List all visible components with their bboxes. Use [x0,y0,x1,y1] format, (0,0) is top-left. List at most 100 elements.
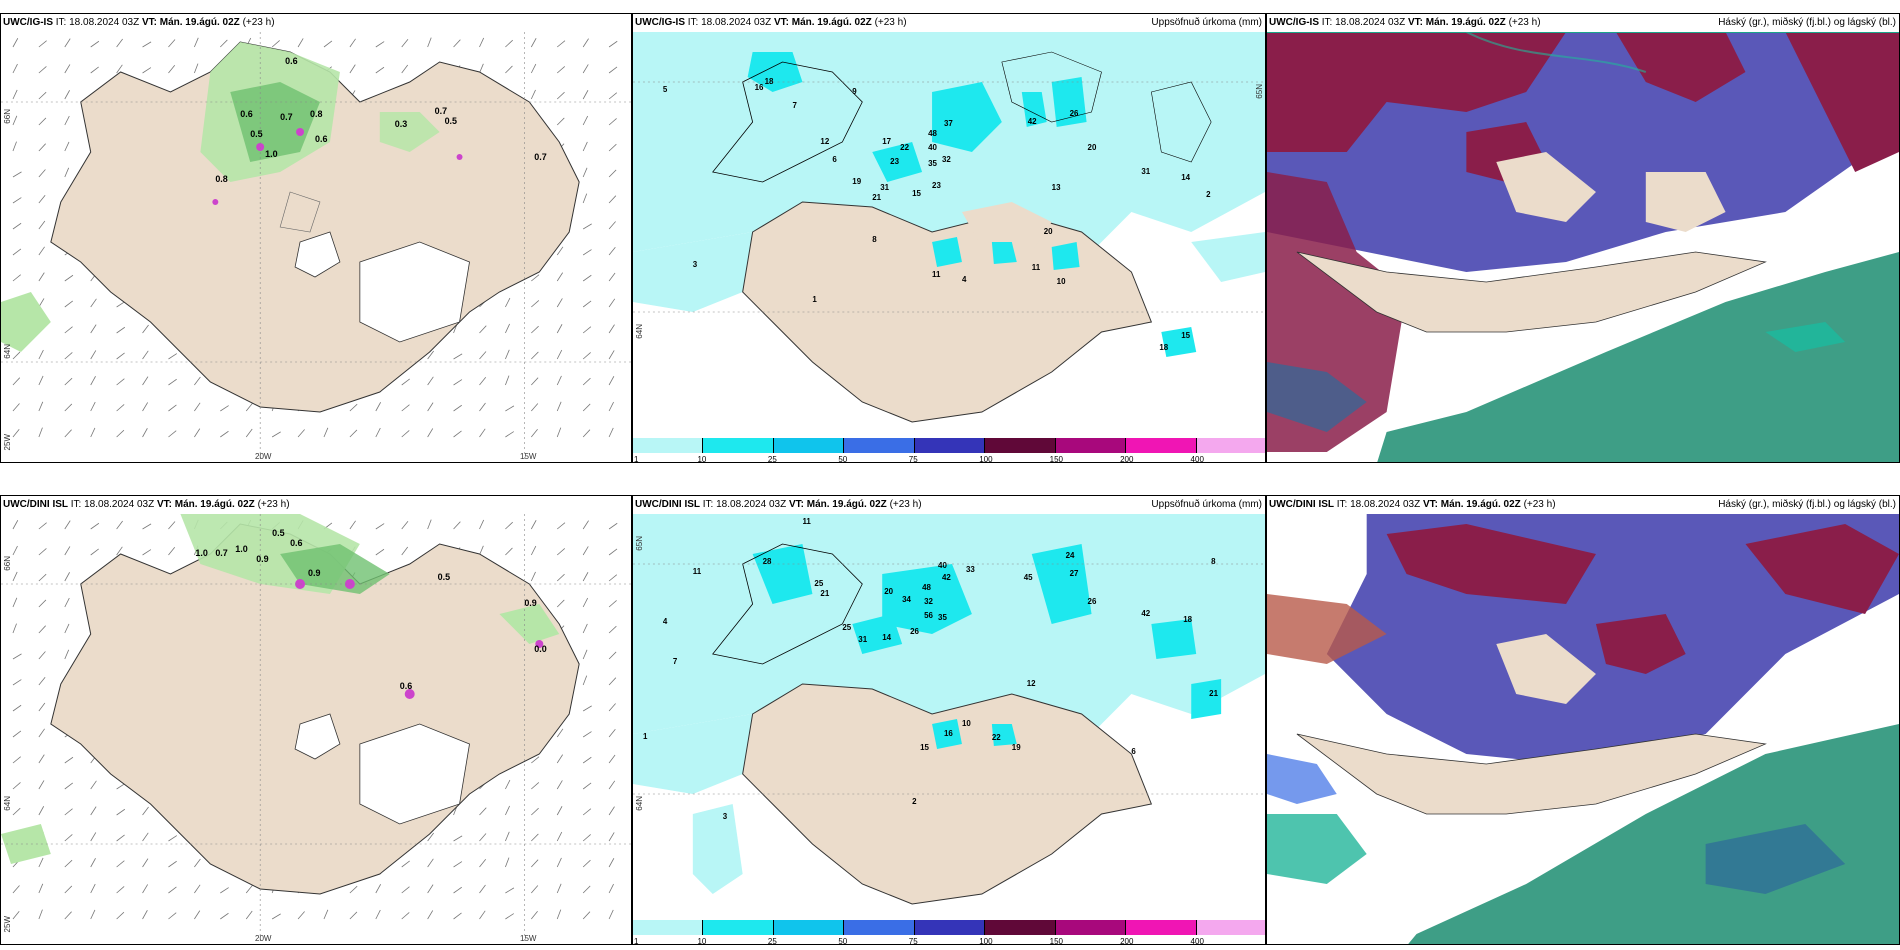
wind-barb [556,806,563,816]
lat-label: 64N [3,796,12,811]
wind-barb [582,193,588,204]
wind-barb [90,806,97,816]
wind-barb [608,40,618,48]
wind-barb [64,756,74,764]
wind-barb [427,37,432,48]
wind-barb [582,377,591,386]
wind-barb [401,912,410,920]
wind-map[interactable]: 0.6 0.6 0.7 0.8 0.6 0.5 0.3 0.7 0.5 0.8 … [1,32,631,462]
wind-barb [12,807,21,816]
wind-barb [90,376,96,386]
wind-barb [168,378,177,386]
wind-barb [530,520,537,530]
wind-barb [194,37,199,48]
precip-value: 11 [802,517,811,526]
wind-barb [90,883,96,894]
wind-value: 0.9 [524,598,536,608]
wind-barb [142,41,152,48]
wind-barb [608,651,617,660]
wind-barb [12,653,22,660]
wind-barb [64,782,73,790]
wind-barb [64,90,70,100]
wind-barb [142,832,149,842]
wind-barb [427,519,432,530]
wind-barb [427,376,434,386]
wind-barb [38,427,43,438]
wind-barb [90,324,97,334]
wind-barb [12,222,22,230]
wind-barb [608,118,617,126]
cloud-map[interactable] [1267,32,1899,462]
wind-barb [116,404,125,412]
precip-value: 31 [1141,167,1150,176]
wind-barb [608,548,618,556]
precip-value: 1 [812,295,817,304]
precip-value: 7 [673,657,678,666]
precip-value: 16 [944,729,953,738]
wind-barb [168,886,177,894]
precip-value: 10 [962,719,971,728]
wind-barb [479,884,486,894]
wind-barb [608,66,618,74]
wind-barb [530,63,537,74]
wind-barb [64,377,73,386]
wind-barb [531,300,540,308]
wind-barb [582,911,591,920]
wind-barb [64,429,72,438]
cloud-map[interactable] [1267,514,1899,944]
precip-map[interactable]: 18 16 12 17 22 23 31 21 19 48 40 35 37 3… [633,32,1265,436]
wind-value: 0.7 [280,112,292,122]
wind-barb [582,705,592,712]
wind-barb [90,548,99,556]
wind-barb [12,730,22,738]
wind-barb [194,428,201,438]
wind-barb [582,352,591,360]
wind-barb [38,676,46,686]
precip-value: 6 [1131,747,1136,756]
colorbar-swatch [773,920,845,935]
wind-barb [349,885,358,894]
wind-barb [608,298,616,308]
wind-barb [349,520,356,530]
wind-barb [349,64,356,74]
wind-barb [479,807,487,816]
wind-barb [64,885,73,894]
wind-barb [12,141,17,152]
wind-barb [505,375,510,386]
wind-barb [401,546,409,556]
wind-barb [90,909,96,920]
wind-barb [556,117,565,126]
precip-value: 35 [928,159,937,168]
wind-barb [271,40,280,48]
precip-value: 18 [1183,615,1192,624]
panel-title: UWC/DINI ISL IT: 18.08.2024 03Z VT: Mán.… [1,496,631,514]
wind-map[interactable]: 1.0 0.7 1.0 0.9 0.5 0.6 0.9 0.5 0.9 0.6 … [1,514,631,944]
panel-wind-top: UWC/IG-IS IT: 18.08.2024 03Z VT: Mán. 19… [0,13,632,463]
wind-barb [116,520,123,530]
wind-barb [582,326,592,334]
wind-barb [12,63,18,74]
wind-barb [64,911,72,920]
colorbar-tick: 1 [634,455,639,463]
wind-barb [608,909,614,920]
wind-barb [608,574,618,582]
wind-barb [12,623,17,634]
colorbar-tick: 75 [908,937,918,945]
wind-barb [556,909,562,920]
colorbar-tick: 50 [838,455,848,463]
precip-map[interactable]: 11 28 25 21 20 34 48 32 56 35 42 40 33 4… [633,514,1265,918]
wind-barb [38,573,47,582]
wind-value: 0.8 [215,174,227,184]
precip-value: 5 [663,85,668,94]
wind-barb [64,623,70,634]
wind-value: 0.6 [290,538,302,548]
wind-barb [64,859,73,868]
wind-barb [38,728,45,738]
wind-barb [168,39,176,48]
wind-barb [116,326,126,334]
panel-wind-bottom: UWC/DINI ISL IT: 18.08.2024 03Z VT: Mán.… [0,495,632,945]
wind-barb [401,430,410,438]
wind-barb [90,858,96,868]
wind-barb [582,597,589,608]
precip-value: 42 [942,573,951,582]
